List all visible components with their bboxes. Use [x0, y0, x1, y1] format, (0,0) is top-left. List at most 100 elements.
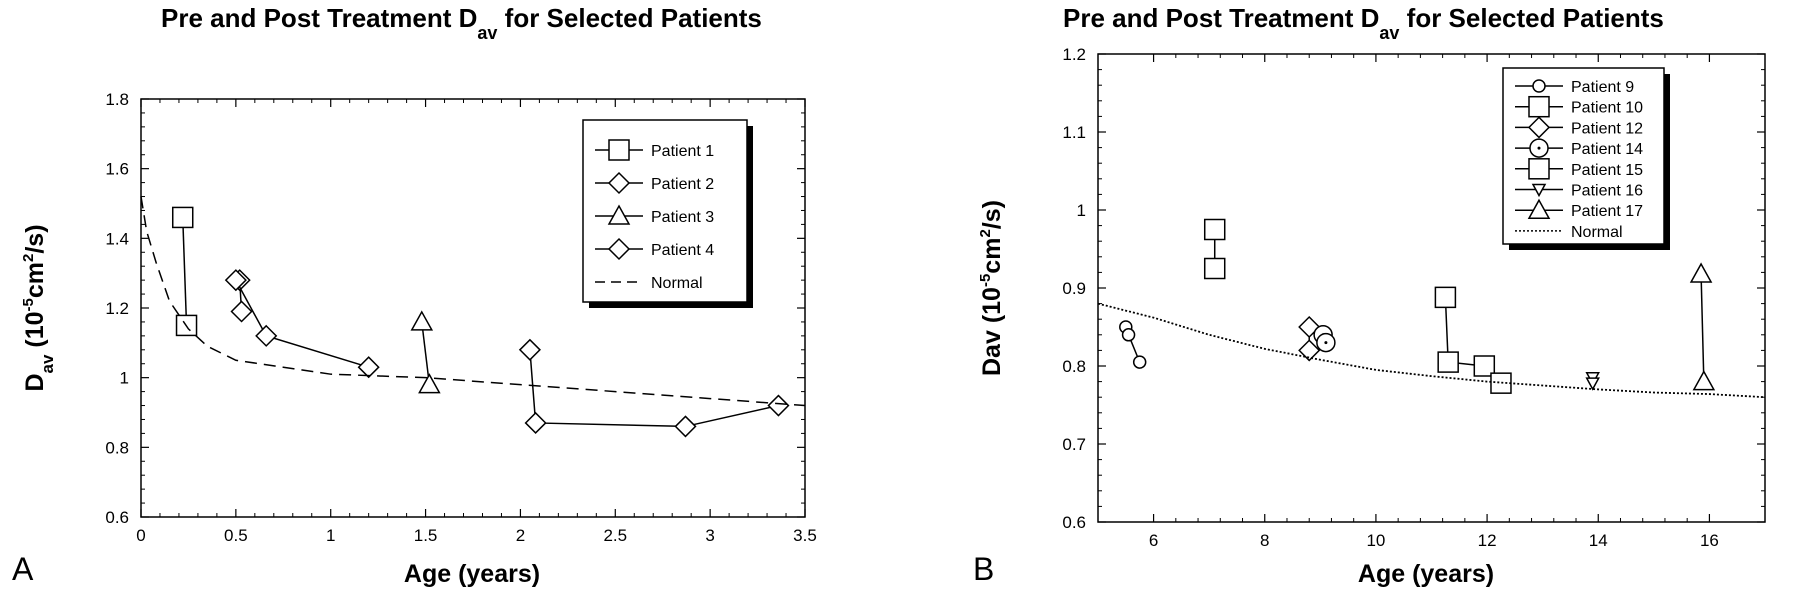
data-point-triangle: [1689, 262, 1713, 283]
series-line: [1097, 302, 1766, 399]
legend-marker-triangle: [1527, 198, 1551, 219]
x-tick-label: 2.5: [603, 526, 627, 545]
x-tick-label: 3.5: [793, 526, 817, 545]
y-tick-label: 0.6: [105, 508, 129, 527]
series-patient-10: [1203, 218, 1226, 280]
data-point-circle-dot-center: [1324, 341, 1328, 345]
y-tick-label: 0.6: [1062, 513, 1086, 532]
legend-label: Patient 10: [1571, 100, 1643, 117]
series-patient-4: [518, 338, 790, 438]
data-point-diamond: [518, 338, 541, 361]
panel-label: B: [973, 551, 994, 587]
series-patient-4: [224, 269, 380, 379]
legend-marker-triangle: [607, 204, 631, 225]
y-tick-label: 1: [120, 369, 129, 388]
x-tick-label: 8: [1260, 531, 1269, 550]
series-patient-17: [1689, 262, 1716, 391]
series-line: [421, 321, 431, 385]
series-patient-1: [171, 206, 198, 337]
y-tick-label: 1.1: [1062, 123, 1086, 142]
chart-title: Pre and Post Treatment Dav for Selected …: [1063, 3, 1664, 43]
data-point-triangle: [410, 310, 434, 331]
series-line: [235, 279, 369, 368]
x-tick-label: 2: [516, 526, 525, 545]
legend-marker-circle-dot-center: [1537, 146, 1541, 150]
legend-marker-diamond: [607, 237, 631, 261]
x-axis-label: Age (years): [1358, 560, 1494, 588]
x-tick-label: 10: [1366, 531, 1385, 550]
data-point-diamond: [230, 300, 253, 323]
series-line: [1700, 273, 1705, 382]
legend-label: Patient 4: [651, 242, 714, 259]
data-point-square: [171, 206, 194, 229]
legend-label: Patient 15: [1571, 162, 1643, 179]
chart-panel-a: Pre and Post Treatment Dav for Selected …: [12, 3, 817, 588]
x-tick-label: 1.5: [414, 526, 438, 545]
legend-label: Patient 12: [1571, 120, 1643, 137]
x-tick-label: 16: [1700, 531, 1719, 550]
data-point-square: [1434, 286, 1457, 309]
data-point-diamond: [224, 269, 247, 292]
legend-label: Patient 1: [651, 143, 714, 160]
data-point-diamond: [524, 411, 547, 435]
y-tick-label: 1.8: [105, 90, 129, 109]
legend-marker-diamond: [607, 171, 631, 195]
legend-label: Patient 3: [651, 209, 714, 226]
series-patient-9: [1119, 320, 1147, 369]
chart-panel-b: Pre and Post Treatment Dav for Selected …: [973, 3, 1766, 588]
data-point-square: [1473, 355, 1496, 377]
y-tick-label: 1.2: [1062, 45, 1086, 64]
series-patient-15: [1434, 286, 1512, 394]
y-tick-label: 0.9: [1062, 279, 1086, 298]
legend-marker-triangle-down: [1531, 183, 1547, 198]
panel-label: A: [12, 551, 34, 587]
chart-title: Pre and Post Treatment Dav for Selected …: [161, 3, 762, 43]
legend-marker-square: [1528, 95, 1550, 118]
legend-label: Patient 16: [1571, 183, 1643, 200]
legend: Patient 9 Patient 10 Patient 12 Patient 14 P…: [1502, 67, 1670, 250]
x-tick-label: 6: [1149, 531, 1158, 550]
legend-label: Normal: [1571, 224, 1623, 241]
legend-marker-square: [608, 139, 630, 161]
data-point-diamond: [1298, 339, 1321, 362]
y-tick-label: 0.8: [105, 438, 129, 457]
data-point-square: [1203, 218, 1226, 241]
x-tick-label: 0: [136, 526, 145, 545]
data-point-diamond: [255, 324, 278, 347]
data-point-circle-small: [1121, 328, 1136, 342]
series-line: [529, 349, 779, 428]
data-point-square: [1437, 351, 1459, 373]
y-tick-label: 1.6: [105, 160, 129, 179]
data-point-triangle: [418, 373, 441, 394]
data-point-diamond: [674, 415, 697, 438]
x-tick-label: 3: [705, 526, 714, 545]
y-tick-label: 1: [1077, 201, 1086, 220]
y-tick-label: 1.2: [105, 299, 129, 318]
series-patient-14: [1313, 325, 1336, 353]
x-tick-label: 12: [1478, 531, 1497, 550]
data-point-diamond: [357, 356, 380, 379]
x-axis-label: Age (years): [404, 560, 540, 588]
legend-label: Patient 14: [1571, 141, 1643, 158]
x-tick-label: 14: [1589, 531, 1608, 550]
series-patient-16: [1585, 371, 1600, 391]
legend-label: Patient 9: [1571, 79, 1634, 96]
data-point-diamond: [767, 394, 790, 417]
x-tick-label: 0.5: [224, 526, 248, 545]
series-normal: [1097, 302, 1766, 399]
data-point-square: [1490, 372, 1512, 394]
y-tick-label: 1.4: [105, 229, 129, 248]
x-tick-label: 1: [326, 526, 335, 545]
y-tick-label: 0.8: [1062, 357, 1086, 376]
series-patient-12: [1298, 315, 1321, 362]
legend: Patient 1 Patient 2 Patient 3 Patient 4 Norm…: [582, 119, 753, 308]
legend-marker-diamond: [1527, 116, 1551, 139]
legend-label: Patient 2: [651, 176, 714, 193]
legend-marker-square: [1528, 158, 1550, 180]
series-patient-3: [410, 310, 441, 394]
y-tick-label: 0.7: [1062, 435, 1086, 454]
y-axis-label: Dav (10-5cm2/s): [977, 200, 1006, 376]
y-axis-label: Dav (10-5cm2/s): [20, 224, 57, 391]
data-point-triangle: [1692, 370, 1716, 391]
